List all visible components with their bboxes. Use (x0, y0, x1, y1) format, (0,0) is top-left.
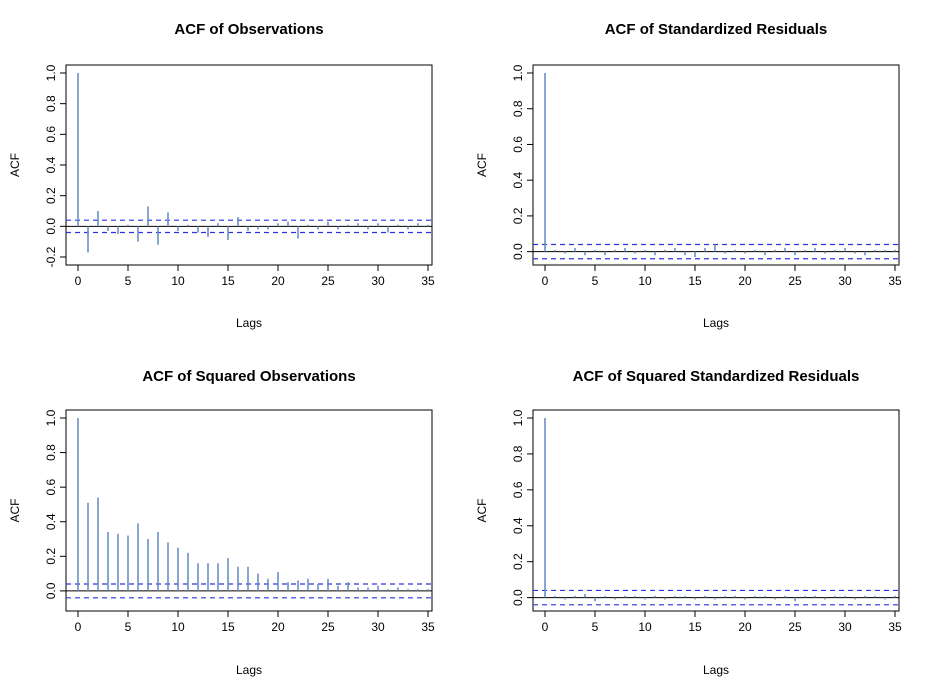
chart-title: ACF of Squared Observations (142, 368, 355, 385)
acf-panel-3: ACF of Squared Observations 0 5 10 15 20 25 30 3… (8, 368, 435, 677)
acf-panel-2: ACF of Standardized Residuals 0 5 10 15 20 25 3… (475, 21, 902, 330)
x-tick-label: 35 (421, 274, 435, 288)
y-tick-label: 0.0 (44, 582, 58, 599)
x-tick-label: 0 (75, 620, 82, 634)
y-axis-label: ACF (8, 153, 22, 177)
y-tick-label: 0.2 (44, 548, 58, 565)
y-axis-label: ACF (475, 499, 489, 523)
y-tick-label: 0.6 (511, 481, 525, 498)
chart-title: ACF of Standardized Residuals (605, 21, 828, 38)
y-tick-label: 1.0 (44, 409, 58, 426)
x-tick-label: 25 (321, 620, 335, 634)
x-tick-label: 15 (688, 620, 702, 634)
x-tick-label: 15 (688, 274, 702, 288)
y-tick-label: 0.2 (511, 207, 525, 224)
y-tick-label: 0.8 (44, 444, 58, 461)
y-tick-label: 0.2 (44, 187, 58, 204)
plot-frame (65, 409, 433, 612)
x-tick-label: 20 (738, 274, 752, 288)
y-tick-label: 0.2 (511, 553, 525, 570)
y-tick-label: 0.0 (511, 243, 525, 260)
y-tick-label: 0.6 (511, 136, 525, 153)
x-tick-label: 25 (788, 274, 802, 288)
x-axis-label: Lags (703, 663, 729, 677)
y-axis-label: ACF (475, 153, 489, 177)
x-tick-label: 15 (221, 274, 235, 288)
x-tick-label: 20 (271, 274, 285, 288)
chart-title: ACF of Squared Standardized Residuals (573, 368, 860, 385)
y-tick-label: -0.2 (44, 246, 58, 267)
x-tick-label: 30 (838, 620, 852, 634)
y-tick-label: 0.4 (44, 513, 58, 530)
y-tick-label: 1.0 (511, 64, 525, 81)
acf-panel-4: ACF of Squared Standardized Residuals 0 5 1… (475, 368, 902, 677)
x-tick-label: 20 (271, 620, 285, 634)
x-tick-label: 0 (542, 274, 549, 288)
x-tick-label: 35 (888, 274, 902, 288)
x-axis-label: Lags (703, 316, 729, 330)
x-tick-label: 0 (75, 274, 82, 288)
x-axis-label: Lags (236, 663, 262, 677)
y-tick-label: 0.4 (511, 172, 525, 189)
x-tick-label: 30 (371, 620, 385, 634)
x-tick-label: 0 (542, 620, 549, 634)
y-tick-label: 0.8 (511, 100, 525, 117)
y-axis-label: ACF (8, 499, 22, 523)
x-tick-label: 5 (125, 620, 132, 634)
x-tick-label: 30 (838, 274, 852, 288)
y-tick-label: 1.0 (44, 64, 58, 81)
x-tick-label: 30 (371, 274, 385, 288)
x-tick-label: 10 (171, 274, 185, 288)
y-tick-label: 0.8 (511, 445, 525, 462)
x-tick-label: 5 (592, 620, 599, 634)
acf-panel-1: ACF of Observations 0 5 10 15 20 25 30 35 -0.2 0.0… (8, 21, 435, 330)
plot-frame (65, 64, 433, 266)
y-tick-label: 0.0 (511, 589, 525, 606)
plot-frame (532, 64, 900, 266)
x-tick-label: 5 (125, 274, 132, 288)
y-tick-label: 0.4 (511, 517, 525, 534)
y-tick-label: 0.4 (44, 156, 58, 173)
chart-title: ACF of Observations (174, 21, 323, 38)
x-tick-label: 25 (321, 274, 335, 288)
x-tick-label: 10 (638, 274, 652, 288)
x-tick-label: 10 (171, 620, 185, 634)
y-tick-label: 0.8 (44, 95, 58, 112)
x-tick-label: 5 (592, 274, 599, 288)
plot-frame (532, 409, 900, 612)
y-tick-label: 0.0 (44, 218, 58, 235)
x-tick-label: 35 (421, 620, 435, 634)
x-tick-label: 20 (738, 620, 752, 634)
y-tick-label: 0.6 (44, 478, 58, 495)
x-tick-label: 35 (888, 620, 902, 634)
y-tick-label: 0.6 (44, 126, 58, 143)
x-tick-label: 15 (221, 620, 235, 634)
x-tick-label: 10 (638, 620, 652, 634)
y-tick-label: 1.0 (511, 409, 525, 426)
x-tick-label: 25 (788, 620, 802, 634)
x-axis-label: Lags (236, 316, 262, 330)
